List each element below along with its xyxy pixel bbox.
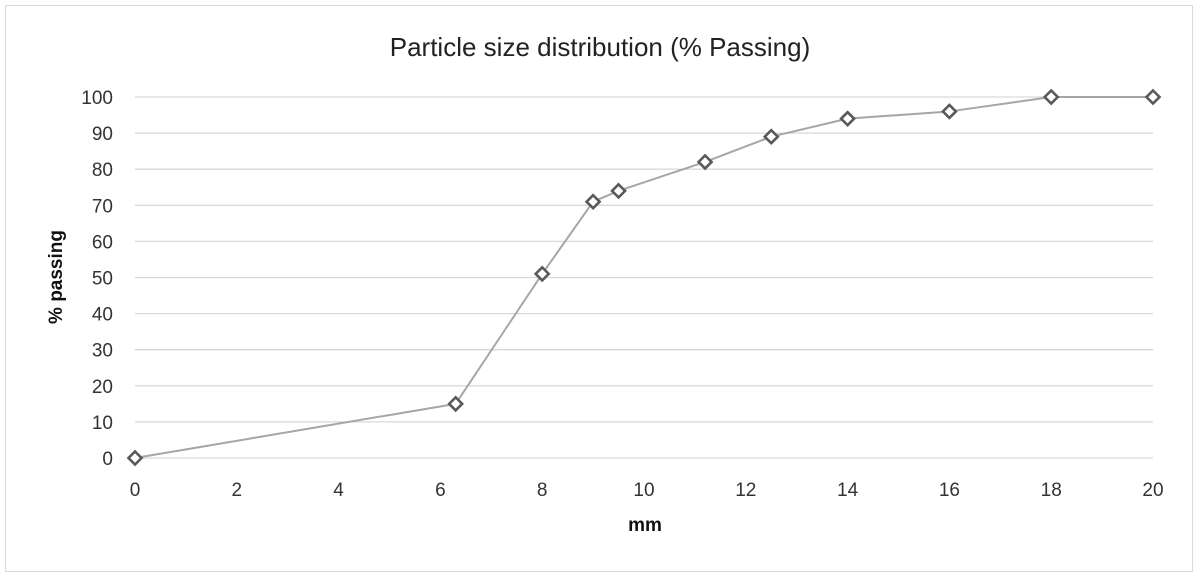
x-tick-label: 14	[837, 480, 859, 501]
series-line-segment	[541, 201, 594, 275]
grid-layer	[135, 96, 1153, 459]
data-point-marker	[941, 103, 958, 120]
y-tick-label: 50	[92, 269, 113, 290]
y-tick-label: 100	[81, 88, 113, 109]
y-tick-label: 30	[92, 341, 113, 362]
x-tick-label: 16	[939, 480, 960, 501]
x-tick-label: 2	[232, 480, 243, 501]
y-tick-label: 60	[92, 232, 113, 253]
y-tick-labels: 0 10 20 30 40 50 60 70 80 90 100	[81, 88, 113, 470]
data-point-marker	[696, 153, 714, 171]
x-tick-label: 10	[633, 480, 654, 501]
series-line-segment	[454, 273, 544, 405]
data-point-marker	[839, 110, 856, 127]
data-point-marker	[1144, 88, 1162, 106]
series-line-segment	[134, 402, 456, 459]
y-tick-label: 80	[92, 160, 113, 181]
x-tick-label: 12	[735, 480, 756, 501]
data-point-marker	[610, 182, 627, 200]
series-line-segment	[704, 135, 772, 163]
chart-frame	[5, 5, 1193, 572]
series-line-segment	[771, 117, 848, 138]
series-line-segment	[847, 110, 950, 120]
y-tick-label: 70	[92, 196, 113, 217]
x-tick-labels: 0 2 4 6 8 10 12 14 16 18 20	[130, 480, 1164, 501]
y-tick-label: 0	[102, 449, 113, 470]
data-point-marker	[1042, 88, 1060, 106]
x-tick-label: 0	[130, 480, 141, 501]
x-tick-label: 4	[333, 480, 344, 501]
y-tick-label: 20	[92, 377, 113, 398]
chart-title: Particle size distribution (% Passing)	[390, 32, 811, 62]
y-tick-label: 90	[92, 124, 113, 145]
y-tick-label: 40	[92, 305, 113, 326]
series-layer	[126, 88, 1162, 467]
x-tick-label: 6	[435, 480, 446, 501]
x-tick-label: 20	[1142, 480, 1163, 501]
series-line-segment	[618, 161, 706, 192]
x-tick-label: 8	[537, 480, 548, 501]
x-axis-label: mm	[628, 515, 662, 536]
y-axis-label: % passing	[46, 230, 67, 324]
data-point-marker	[126, 449, 144, 467]
data-point-marker	[447, 395, 465, 413]
series-line-segment	[949, 96, 1052, 113]
x-tick-label: 18	[1041, 480, 1062, 501]
y-tick-label: 10	[92, 413, 113, 434]
data-point-marker	[584, 193, 602, 211]
data-point-marker	[533, 265, 551, 283]
data-point-marker	[762, 128, 780, 146]
